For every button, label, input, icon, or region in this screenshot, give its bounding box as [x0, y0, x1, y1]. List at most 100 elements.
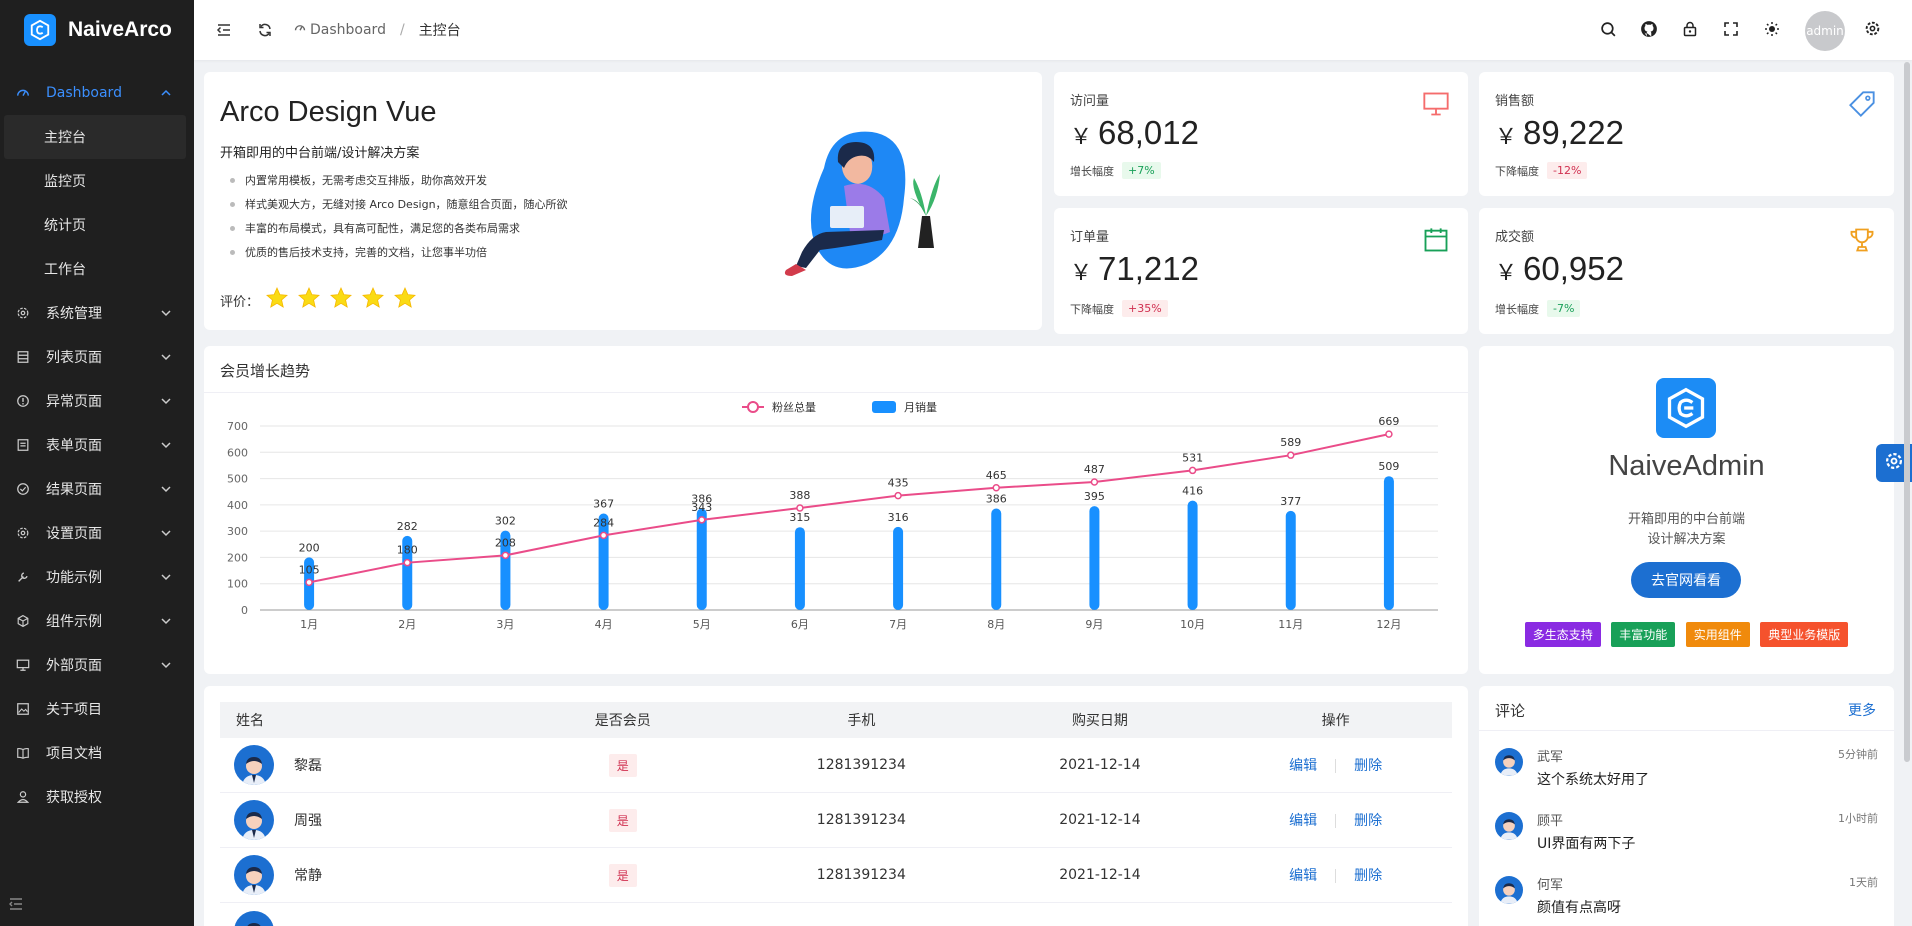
member-badge: 是 [608, 808, 637, 832]
sidebar-item-about[interactable]: 关于项目 [0, 687, 194, 731]
sidebar-subitem-workplace[interactable]: 工作台 [0, 247, 194, 291]
sidebar-item-form[interactable]: 表单页面 [0, 423, 194, 467]
member-name: 周强 [294, 813, 322, 829]
sidebar-item-label: 设置页面 [46, 526, 102, 542]
sidebar-item-license[interactable]: 获取授权 [0, 775, 194, 819]
y-tick-label: 400 [227, 499, 248, 512]
y-tick-label: 200 [227, 551, 248, 564]
sidebar-subitem-console[interactable]: 主控台 [4, 115, 186, 159]
delete-link[interactable]: 删除 [1354, 758, 1383, 774]
sidebar-item-settings[interactable]: 设置页面 [0, 511, 194, 555]
stat-card-deals: 成交额 ￥ 60,952 增长幅度 -7% [1479, 208, 1894, 334]
promo-badge: 典型业务模版 [1760, 622, 1849, 647]
date-cell: 2021-12-14 [1059, 867, 1141, 883]
actions-cell: 编辑 删除 [1219, 865, 1452, 885]
sidebar-subitem-label: 统计页 [44, 218, 86, 234]
theme-sun-icon[interactable] [1764, 21, 1780, 37]
avatar[interactable]: admin [1805, 11, 1845, 51]
delete-link[interactable]: 删除 [1354, 868, 1383, 884]
chevron-up-icon [160, 87, 172, 103]
star-icon[interactable] [265, 286, 289, 314]
bar-data-label: 395 [1084, 490, 1105, 503]
sidebar-item-component[interactable]: 组件示例 [0, 599, 194, 643]
divider [1335, 759, 1337, 773]
stat-card-orders: 订单量 ￥ 71,212 下降幅度 +35% [1054, 208, 1468, 334]
sidebar-subitem-statistics[interactable]: 统计页 [0, 203, 194, 247]
line-point [796, 504, 804, 512]
menu-fold-icon[interactable] [216, 22, 232, 38]
bar-data-label: 282 [397, 520, 418, 533]
cube-icon [16, 614, 30, 628]
sidebar-item-external[interactable]: 外部页面 [0, 643, 194, 687]
fullscreen-icon[interactable] [1723, 21, 1739, 37]
sidebar-item-label: 异常页面 [46, 394, 102, 410]
member-name: 黎磊 [294, 758, 322, 774]
comment-time: 1小时前 [1838, 812, 1878, 825]
sidebar-item-result[interactable]: 结果页面 [0, 467, 194, 511]
stat-card-sales: 销售额 ￥ 89,222 下降幅度 -12% [1479, 72, 1894, 196]
bar-data-label: 316 [888, 511, 909, 524]
line-point [1385, 430, 1393, 438]
table-row: 周强 是 1281391234 2021-12-14 编辑 删除 [220, 793, 1452, 848]
date-cell: 2021-12-14 [1059, 812, 1141, 828]
app-logo[interactable]: NaiveArco [0, 0, 194, 60]
name-cell: 常静 [220, 855, 511, 895]
bar [500, 530, 511, 610]
sidebar-item-dashboard[interactable]: Dashboard [0, 71, 194, 115]
search-icon[interactable] [1600, 21, 1617, 38]
member-name: 常静 [294, 868, 322, 884]
table-row-partial [220, 903, 1452, 926]
github-icon[interactable] [1640, 20, 1658, 38]
bar-data-label: 386 [691, 493, 712, 506]
currency: ￥ [1070, 124, 1093, 149]
gear-icon[interactable] [1864, 20, 1881, 37]
legend-line-marker [747, 401, 759, 413]
edit-link[interactable]: 编辑 [1289, 868, 1318, 884]
line-point [1090, 478, 1099, 486]
edit-link[interactable]: 编辑 [1289, 813, 1318, 829]
delete-link[interactable]: 删除 [1354, 813, 1383, 829]
column-header: 操作 [1321, 713, 1350, 729]
refresh-icon[interactable] [257, 22, 273, 38]
illustration-person-laptop [772, 128, 942, 284]
stat-number: 68,012 [1098, 114, 1199, 151]
edit-link[interactable]: 编辑 [1289, 758, 1318, 774]
sidebar-item-label: 结果页面 [46, 482, 102, 498]
comments-more-link[interactable]: 更多 [1848, 703, 1876, 719]
sidebar-subitem-monitor[interactable]: 监控页 [0, 159, 194, 203]
stat-footer: 增长幅度 +7% [1070, 162, 1161, 179]
star-icon[interactable] [297, 286, 321, 314]
user-icon [16, 790, 30, 804]
rating-label: 评价： [220, 294, 260, 310]
table-row: 黎磊 是 1281391234 2021-12-14 编辑 删除 [220, 738, 1452, 793]
line-point [698, 516, 706, 524]
comment-user: 武军 [1537, 750, 1564, 765]
monitor-icon [16, 658, 30, 672]
logo-icon [24, 14, 56, 46]
legend-bar-swatch [872, 401, 896, 413]
sidebar-item-exception[interactable]: 异常页面 [0, 379, 194, 423]
line-point [992, 484, 1000, 492]
line-data-label: 284 [593, 516, 614, 529]
star-icon[interactable] [329, 286, 353, 314]
status-badge: -7% [1547, 300, 1581, 317]
line-point [305, 578, 313, 587]
sidebar-item-feature[interactable]: 功能示例 [0, 555, 194, 599]
sidebar-item-docs[interactable]: 项目文档 [0, 731, 194, 775]
promo-badges: 多生态支持 丰富功能 实用组件 典型业务模版 [1479, 622, 1894, 647]
table-header: 姓名 是否会员 手机 购买日期 操作 [220, 702, 1452, 738]
stat-footer: 增长幅度 -7% [1495, 300, 1581, 317]
collapse-menu-icon[interactable] [8, 896, 24, 916]
visit-website-button[interactable]: 去官网看看 [1631, 562, 1741, 598]
lock-icon[interactable] [1682, 21, 1698, 37]
breadcrumb-item[interactable]: Dashboard [310, 22, 386, 38]
bar [794, 527, 805, 610]
monitor-icon [1422, 90, 1450, 122]
promo-badge: 多生态支持 [1524, 622, 1601, 647]
star-icon[interactable] [361, 286, 385, 314]
sidebar-item-system[interactable]: 系统管理 [0, 291, 194, 335]
star-icon[interactable] [393, 286, 417, 314]
sidebar-item-list[interactable]: 列表页面 [0, 335, 194, 379]
page-scrollbar[interactable] [1904, 62, 1910, 762]
form-icon [16, 438, 30, 452]
